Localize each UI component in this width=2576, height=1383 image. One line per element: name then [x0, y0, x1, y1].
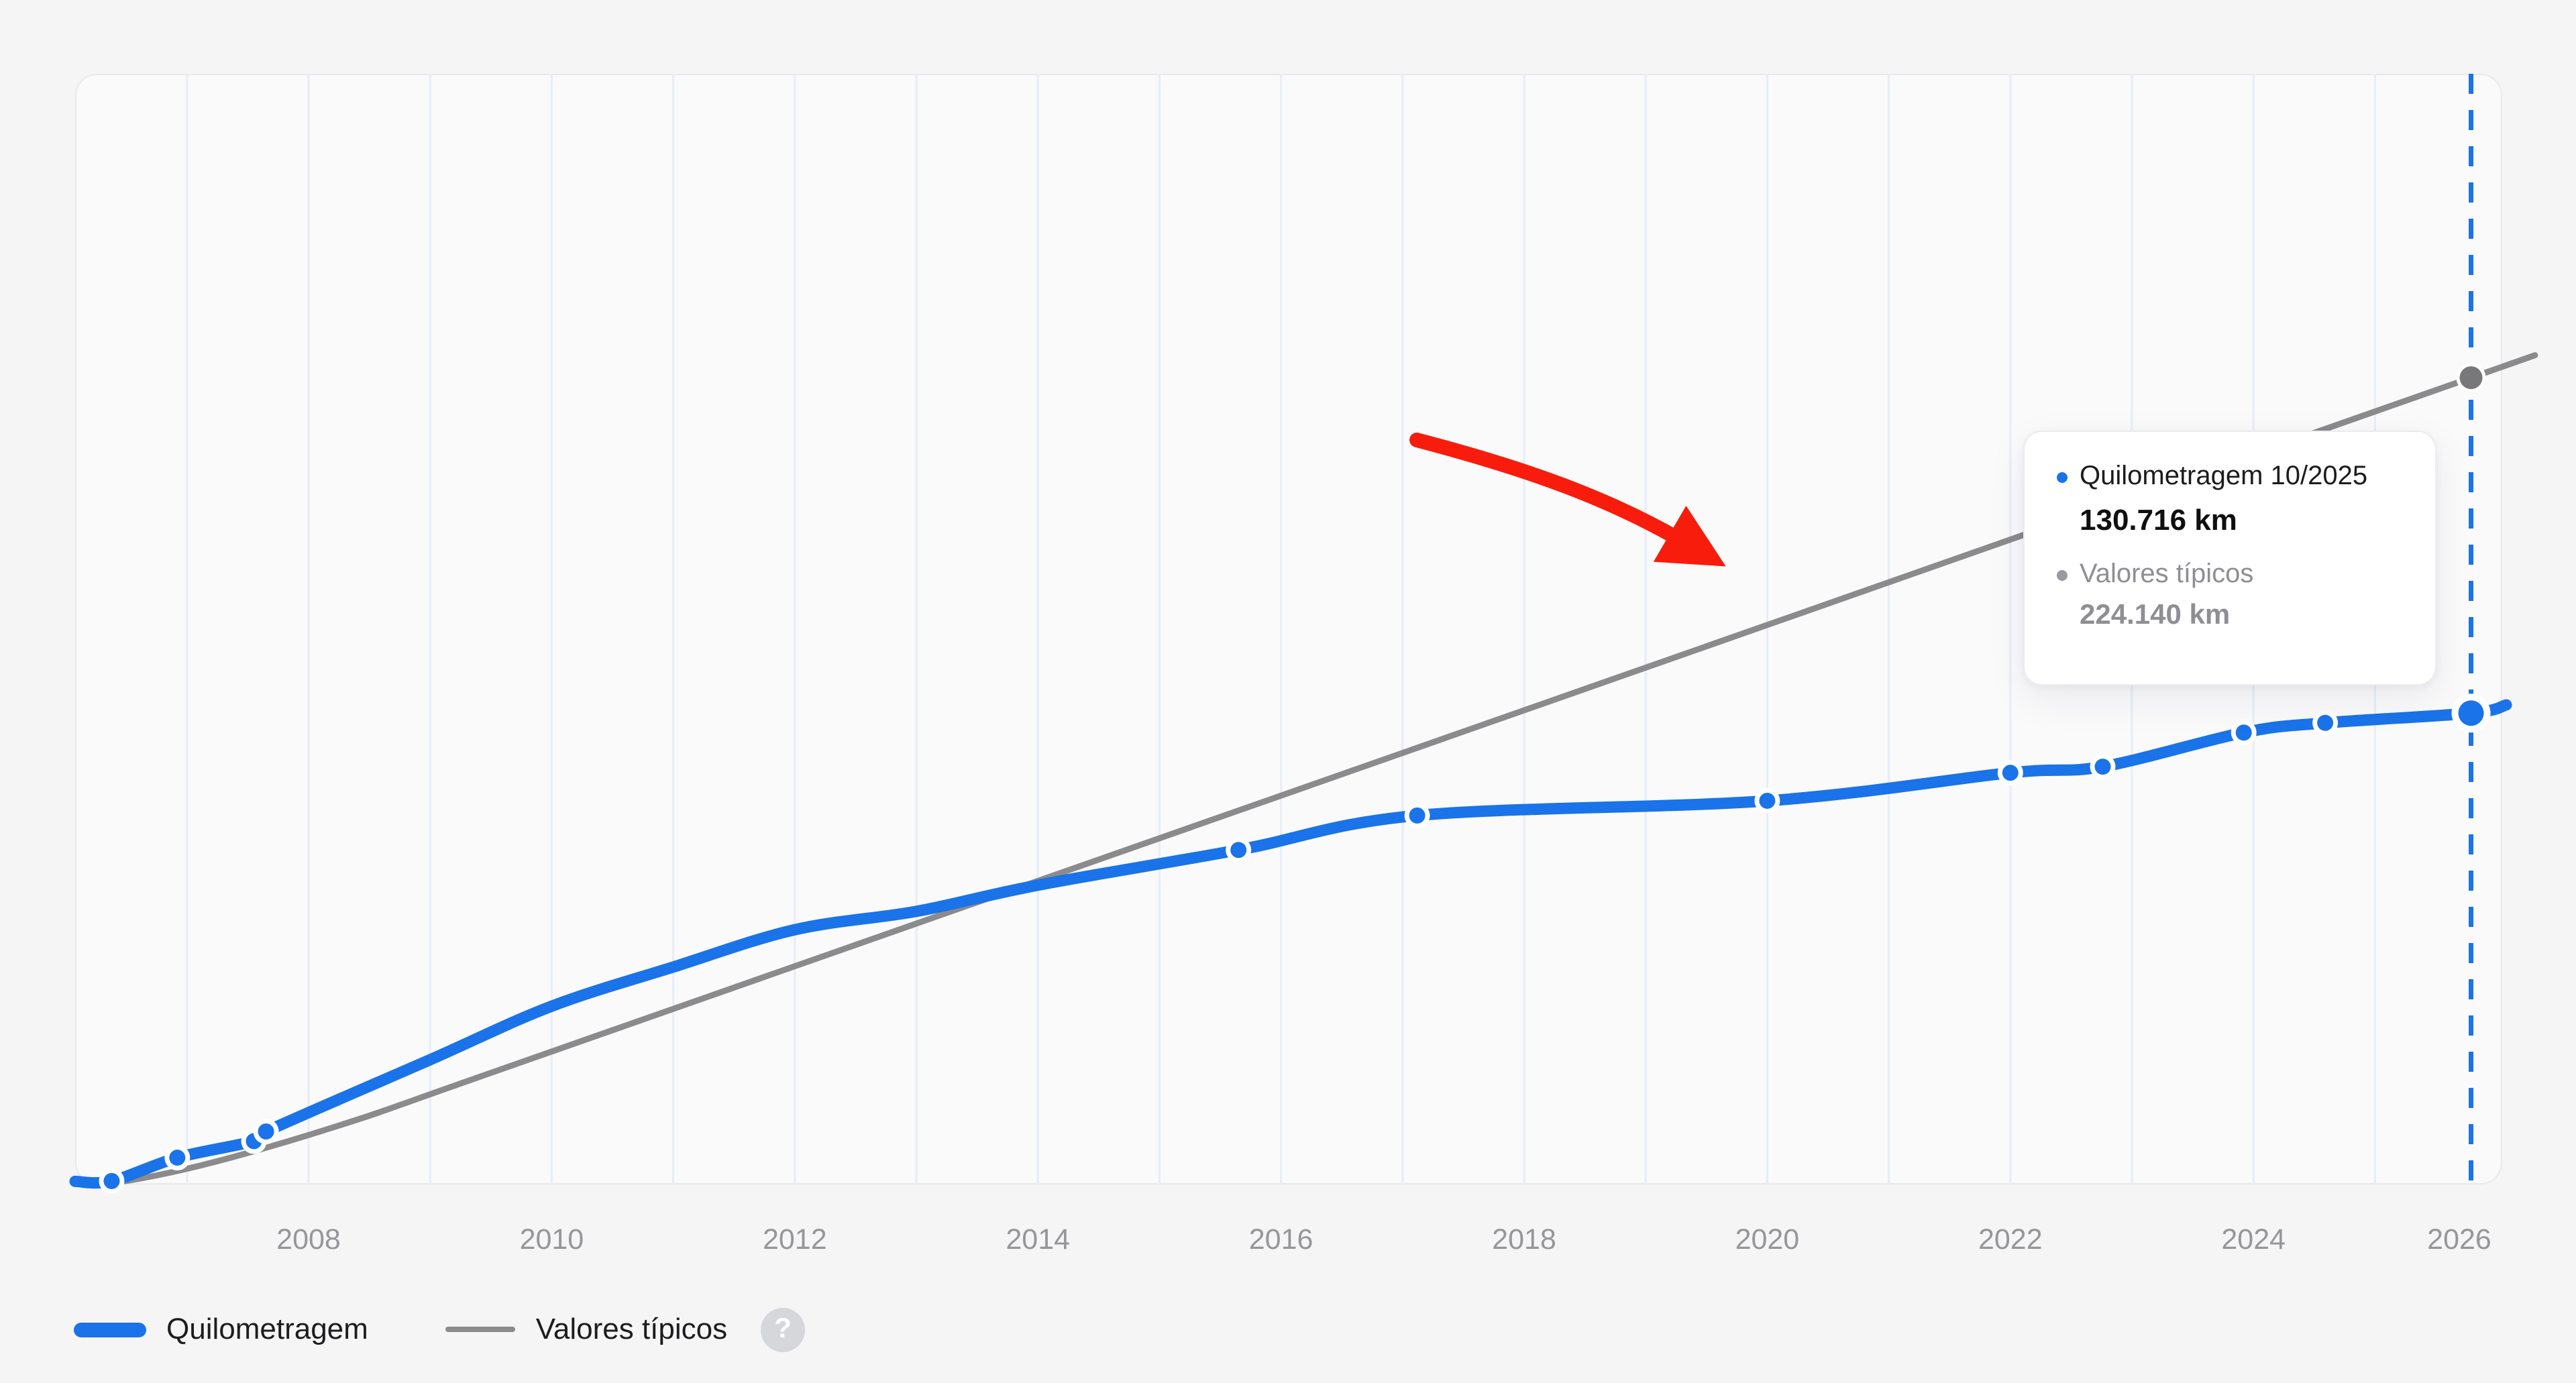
x-axis-label: 2026 — [2427, 1223, 2491, 1256]
data-point-dot — [2235, 724, 2252, 741]
data-point-dot — [103, 1172, 120, 1189]
data-point-dot — [1409, 807, 1426, 824]
tooltip-title: Quilometragem 10/2025 — [2080, 461, 2368, 491]
data-point-dot — [169, 1150, 186, 1166]
x-axis-labels: 2008 2010 2012 2014 2016 2018 2020 2022 2024 2026 — [276, 1223, 2491, 1256]
tooltip-mileage-bullet — [2057, 472, 2068, 482]
legend: Quilometragem Valores típicos ? — [74, 1304, 806, 1355]
data-point-dot — [2317, 714, 2334, 731]
x-axis-label: 2024 — [2221, 1223, 2286, 1256]
x-axis-label: 2010 — [520, 1223, 584, 1256]
tooltip-typical-label: Valores típicos — [2080, 559, 2254, 589]
x-axis-label: 2022 — [1978, 1223, 2043, 1256]
typical-series-swatch — [445, 1326, 516, 1333]
tooltip: Quilometragem 10/2025 130.716 km Valores… — [2023, 431, 2436, 685]
tooltip-mileage-value: 130.716 km — [2080, 503, 2237, 537]
red-arrow-annotation — [1409, 433, 1726, 567]
x-axis-label: 2014 — [1006, 1223, 1070, 1256]
data-point-dot — [1230, 842, 1247, 859]
typical-end-point-dot — [2459, 366, 2483, 390]
tooltip-typical-value: 224.140 km — [2080, 600, 2231, 630]
mileage-series-swatch — [74, 1322, 146, 1337]
legend-label-valores-tipicos: Valores típicos — [535, 1312, 728, 1345]
data-point-dot — [2094, 759, 2111, 775]
x-axis-label: 2018 — [1492, 1223, 1556, 1256]
data-point-dot — [258, 1123, 274, 1140]
mileage-line — [69, 699, 2512, 1189]
legend-label-quilometragem: Quilometragem — [166, 1312, 368, 1345]
x-axis-label: 2016 — [1249, 1223, 1313, 1256]
tooltip-title-row: Quilometragem 10/2025 — [2057, 461, 2403, 492]
data-point-dot — [1759, 792, 1776, 809]
tooltip-typical-row: Valores típicos — [2057, 559, 2403, 590]
legend-item-quilometragem[interactable]: Quilometragem — [74, 1312, 368, 1347]
x-axis-label: 2008 — [276, 1223, 341, 1256]
tooltip-typical-bullet — [2057, 569, 2068, 580]
x-axis-label: 2020 — [1735, 1223, 1800, 1256]
help-icon[interactable]: ? — [761, 1307, 806, 1351]
legend-item-valores-tipicos[interactable]: Valores típicos ? — [445, 1307, 806, 1351]
data-point-dot — [2458, 700, 2484, 726]
data-points — [99, 363, 2491, 1194]
x-axis-label: 2012 — [763, 1223, 827, 1256]
data-point-dot — [2002, 765, 2019, 781]
